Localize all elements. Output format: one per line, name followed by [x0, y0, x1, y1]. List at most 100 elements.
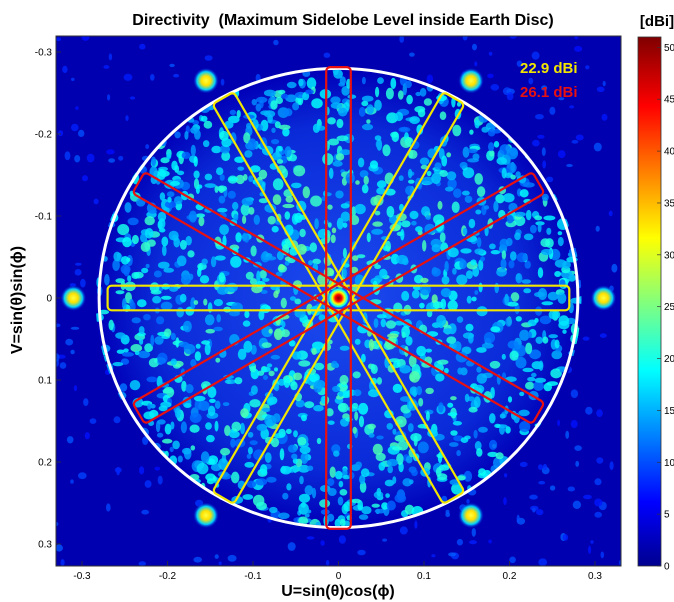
sidelobe-blob — [534, 215, 543, 221]
sidelobe-blob — [264, 256, 277, 261]
sidelobe-blob — [405, 336, 413, 346]
sidelobe-blob — [175, 337, 180, 348]
sidelobe-blob — [216, 314, 221, 323]
sidelobe-blob — [242, 215, 247, 224]
sidelobe-blob — [145, 263, 150, 269]
sidelobe-blob — [112, 259, 120, 272]
background-blob — [71, 123, 79, 132]
sidelobe-blob — [519, 189, 529, 198]
background-blob — [575, 460, 580, 467]
background-blob — [64, 151, 71, 161]
background-blob — [542, 463, 548, 471]
sidelobe-blob — [201, 340, 211, 345]
background-blob — [73, 385, 78, 392]
background-blob — [58, 130, 64, 137]
background-blob — [532, 139, 540, 147]
sidelobe-blob — [327, 204, 333, 210]
sidelobe-blob — [438, 402, 444, 413]
sidelobe-blob — [190, 445, 196, 451]
sidelobe-blob — [284, 108, 293, 117]
sidelobe-blob — [342, 467, 348, 478]
sidelobe-blob — [282, 492, 289, 500]
sidelobe-blob — [487, 128, 496, 137]
background-blob — [56, 521, 59, 527]
sidelobe-blob — [405, 455, 413, 464]
sidelobe-blob — [434, 162, 442, 170]
sidelobe-blob — [447, 300, 458, 312]
sidelobe-blob — [122, 298, 127, 311]
background-blob — [462, 36, 468, 41]
sidelobe-blob — [380, 318, 386, 328]
sidelobe-blob — [378, 462, 386, 471]
sidelobe-blob — [396, 453, 404, 465]
sidelobe-blob — [514, 232, 521, 241]
sidelobe-blob — [468, 406, 478, 413]
sidelobe-blob — [352, 371, 361, 379]
sidelobe-blob — [464, 195, 473, 203]
sidelobe-blob — [278, 145, 283, 152]
sidelobe-blob — [519, 421, 531, 433]
sidelobe-blob — [518, 409, 530, 417]
sidelobe-blob — [272, 413, 281, 423]
sidelobe-blob — [459, 259, 467, 270]
sidelobe-blob — [447, 412, 458, 417]
sidelobe-blob — [504, 293, 509, 306]
sidelobe-blob — [510, 251, 517, 261]
sidelobe-blob — [243, 174, 248, 181]
sidelobe-blob — [392, 428, 397, 435]
sidelobe-blob — [401, 290, 410, 302]
sidelobe-blob — [449, 442, 459, 447]
sidelobe-blob — [156, 432, 164, 438]
sidelobe-blob — [112, 362, 124, 367]
y-tick-label: -0.3 — [35, 48, 53, 59]
sidelobe-blob — [137, 299, 147, 308]
sidelobe-blob — [499, 413, 506, 419]
sidelobe-blob — [319, 499, 331, 508]
sidelobe-blob — [473, 429, 478, 439]
sidelobe-blob — [173, 237, 180, 248]
sidelobe-blob — [554, 259, 567, 268]
sidelobe-blob — [337, 107, 348, 117]
background-blob — [582, 336, 590, 341]
sidelobe-blob — [411, 289, 420, 299]
sidelobe-blob — [316, 437, 322, 445]
background-blob — [469, 540, 477, 545]
sidelobe-blob — [332, 385, 341, 393]
sidelobe-blob — [156, 316, 165, 325]
sidelobe-blob — [457, 367, 463, 375]
background-blob — [566, 163, 573, 168]
background-blob — [562, 534, 569, 541]
sidelobe-blob — [185, 235, 192, 246]
sidelobe-blob — [276, 159, 284, 164]
sidelobe-blob — [209, 398, 216, 403]
sidelobe-blob — [425, 411, 430, 421]
sidelobe-blob — [309, 242, 317, 253]
sidelobe-blob — [405, 185, 414, 196]
sidelobe-blob — [147, 403, 152, 410]
sidelobe-blob — [431, 267, 441, 277]
sidelobe-blob — [499, 424, 505, 435]
background-blob — [602, 80, 606, 87]
sidelobe-blob — [200, 451, 210, 464]
sidelobe-blob — [271, 152, 282, 161]
sidelobe-blob — [447, 402, 454, 408]
sidelobe-blob — [493, 200, 499, 213]
sidelobe-blob — [541, 301, 554, 306]
sidelobe-blob — [161, 295, 172, 300]
sidelobe-blob — [340, 211, 351, 222]
sidelobe-blob — [151, 156, 157, 167]
background-blob — [220, 78, 225, 86]
sidelobe-blob — [361, 123, 374, 131]
sidelobe-blob — [242, 232, 247, 242]
sidelobe-blob — [278, 512, 290, 520]
sidelobe-blob — [304, 401, 315, 409]
sidelobe-blob — [295, 399, 305, 408]
sidelobe-blob — [414, 106, 426, 113]
sidelobe-blob — [551, 350, 563, 360]
sidelobe-blob — [160, 301, 173, 311]
sidelobe-blob — [274, 367, 278, 372]
sidelobe-blob — [337, 496, 344, 506]
sidelobe-blob — [476, 347, 487, 353]
sidelobe-blob — [441, 495, 448, 503]
background-blob — [89, 418, 97, 424]
